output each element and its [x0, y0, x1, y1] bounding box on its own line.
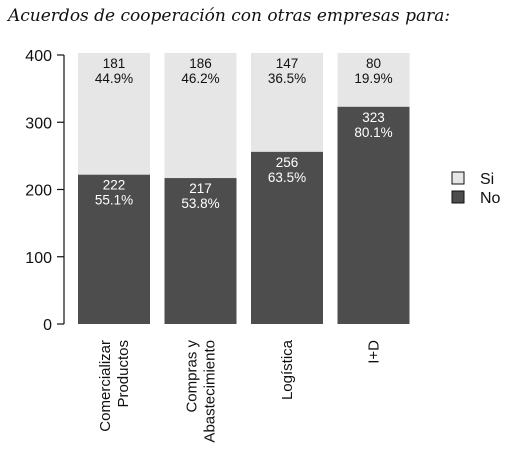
data-label-no-count: 323: [362, 110, 385, 125]
y-tick-label: 100: [25, 250, 52, 267]
data-label-no-percent: 53.8%: [181, 196, 219, 211]
data-label-si-percent: 19.9%: [354, 71, 392, 86]
bar-no: [78, 174, 150, 324]
legend-label: Si: [480, 171, 494, 188]
data-label-no-count: 256: [276, 155, 299, 170]
bar-no: [251, 151, 323, 324]
data-label-no-count: 222: [103, 178, 126, 193]
bar-no: [337, 106, 410, 324]
chart-title: Acuerdos de cooperación con otras empres…: [6, 6, 450, 26]
y-tick-label: 200: [25, 183, 52, 200]
bar-si: [78, 52, 150, 175]
y-axis: 0 100 200 300 400: [25, 48, 65, 334]
data-label-no-percent: 55.1%: [95, 193, 133, 208]
y-tick-label: 300: [25, 115, 52, 132]
category-labels: Comercializar Productos Compras y Abastecim…: [97, 339, 383, 442]
legend: Si No: [451, 171, 501, 207]
data-label-si-percent: 44.9%: [95, 71, 133, 86]
category-label: Comercializar: [97, 340, 114, 432]
legend-swatch: [451, 171, 465, 185]
y-tick-label: 0: [43, 317, 52, 334]
data-label-si-count: 186: [189, 56, 212, 71]
bar-no: [164, 178, 237, 324]
data-label-si-percent: 36.5%: [268, 71, 306, 86]
y-tick-label: 400: [25, 48, 52, 65]
category-label: Compras y: [184, 340, 201, 413]
legend-swatch: [451, 190, 465, 204]
data-label-no-percent: 80.1%: [354, 125, 392, 140]
legend-label: No: [480, 190, 501, 207]
category-label: I+D: [366, 340, 383, 364]
data-label-si-count: 147: [276, 56, 299, 71]
data-label-no-count: 217: [189, 181, 212, 196]
data-label-si-percent: 46.2%: [181, 71, 219, 86]
category-label: Productos: [115, 340, 132, 408]
category-label: Logística: [279, 339, 296, 400]
bar-si: [337, 52, 410, 107]
category-label: Abastecimiento: [202, 340, 219, 443]
data-label-si-count: 80: [366, 56, 381, 71]
data-label-si-count: 181: [103, 56, 126, 71]
bar-si: [164, 52, 237, 179]
data-label-no-percent: 63.5%: [268, 170, 306, 185]
bar-si: [251, 52, 323, 152]
